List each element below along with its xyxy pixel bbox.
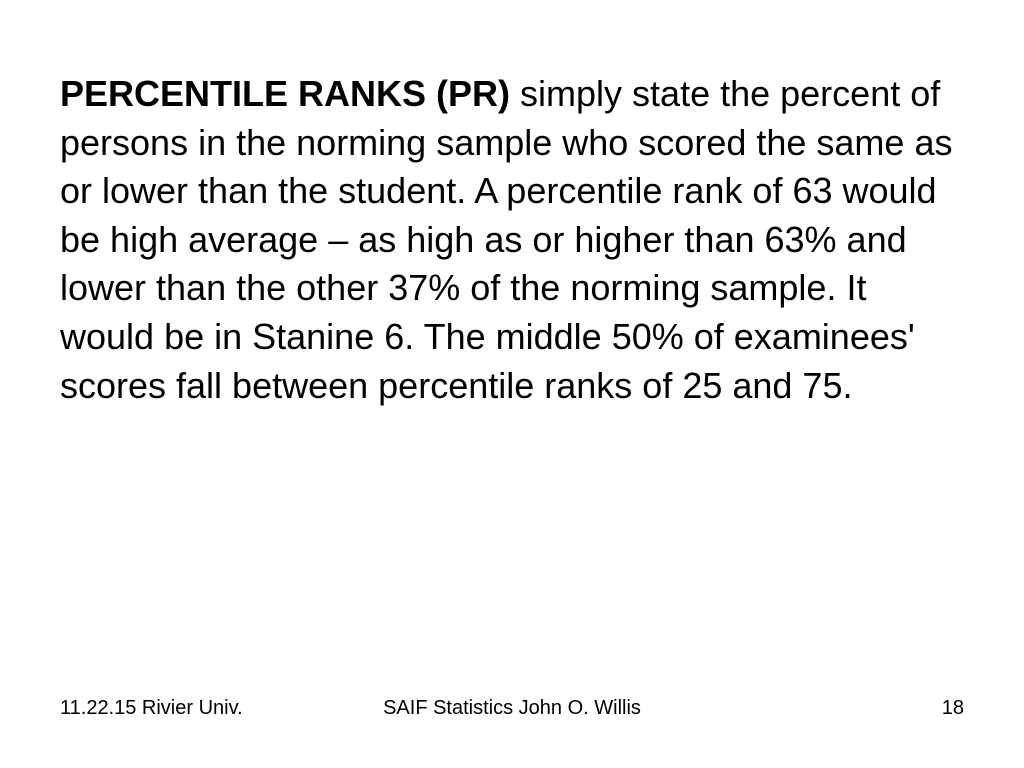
footer-page-number: 18 bbox=[942, 697, 964, 720]
footer-title-author: SAIF Statistics John O. Willis bbox=[383, 697, 641, 720]
footer-date-location: 11.22.15 Rivier Univ. bbox=[60, 697, 243, 720]
slide-content: PERCENTILE RANKS (PR) simply state the p… bbox=[0, 0, 1024, 410]
slide-paragraph: PERCENTILE RANKS (PR) simply state the p… bbox=[60, 70, 964, 410]
slide-body-text: simply state the percent of persons in t… bbox=[60, 73, 952, 406]
slide-heading: PERCENTILE RANKS (PR) bbox=[60, 73, 510, 114]
slide-footer: 11.22.15 Rivier Univ. SAIF Statistics Jo… bbox=[0, 697, 1024, 720]
